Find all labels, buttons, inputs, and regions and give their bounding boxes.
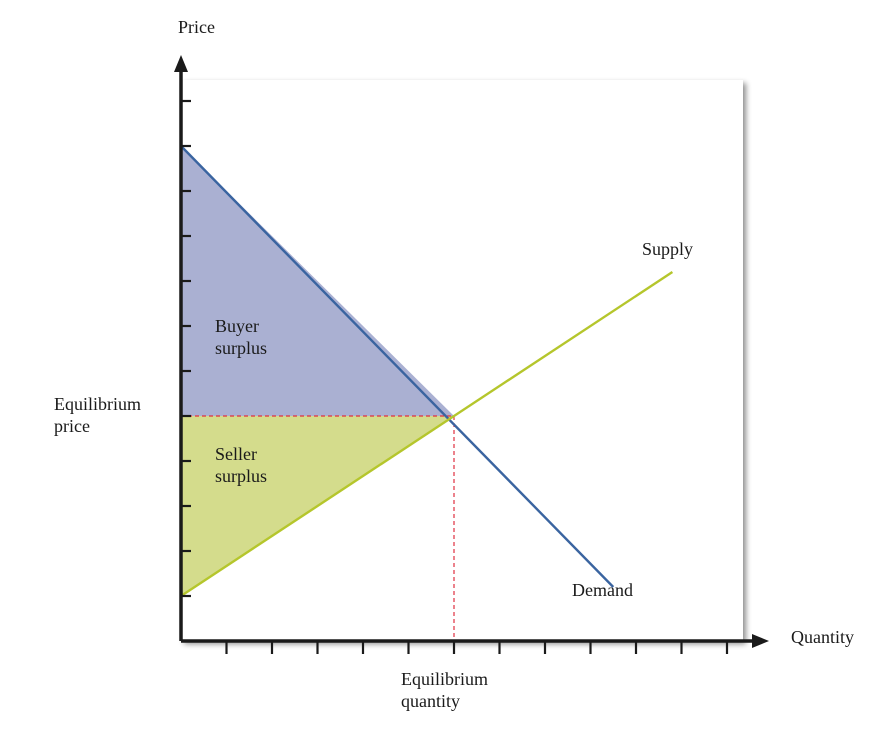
x-axis-label: Quantity [791, 627, 854, 647]
demand-label: Demand [572, 580, 633, 600]
demand-line [180, 145, 615, 588]
equilibrium-quantity-label: Equilibrium quantity [401, 669, 488, 711]
y-axis-label: Price [178, 17, 215, 37]
x-axis-arrow [752, 634, 769, 648]
buyer-surplus-region [181, 146, 454, 416]
buyer-surplus-label: Buyer surplus [215, 316, 268, 358]
supply-line [180, 270, 674, 598]
seller-surplus-label: Seller surplus [215, 444, 268, 486]
y-axis-arrow [174, 55, 188, 72]
supply-label: Supply [642, 239, 694, 259]
equilibrium-price-label: Equilibrium price [54, 394, 141, 436]
